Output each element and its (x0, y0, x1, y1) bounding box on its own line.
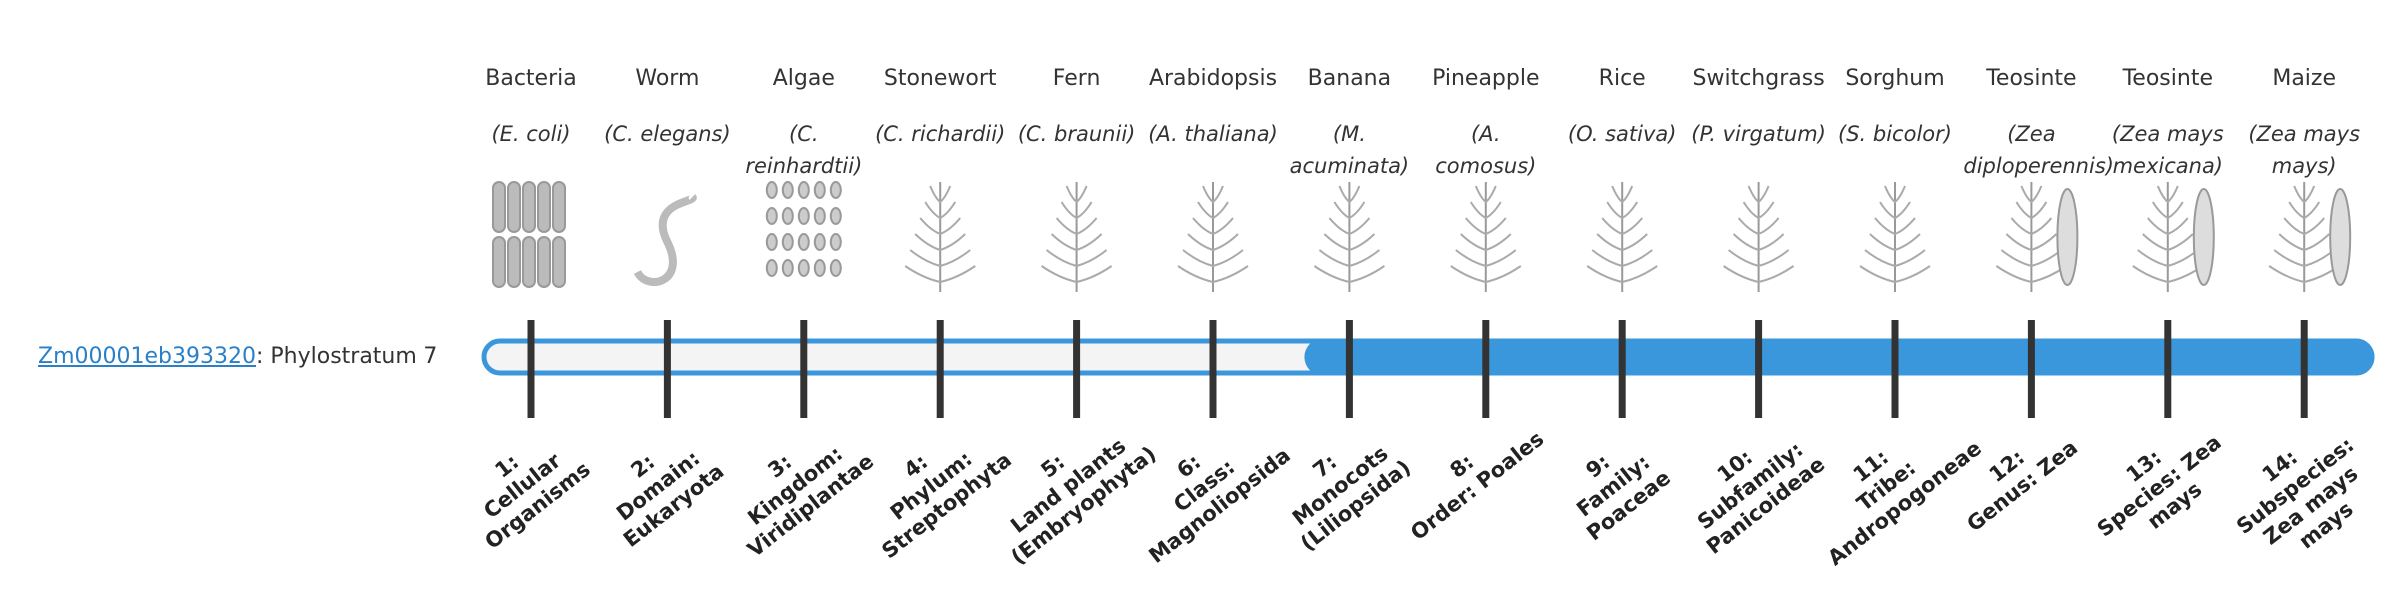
organism-icon (2268, 182, 2352, 292)
organism-latin: (E. coli) (491, 122, 571, 146)
organism-latin: (C. reinhardtii) (745, 122, 863, 178)
organism-latin: (C. elegans) (604, 122, 731, 146)
organism-name: Bacteria (485, 66, 577, 91)
organism-name: Sorghum (1845, 66, 1945, 91)
organism-icon (1995, 182, 2079, 292)
organism-latin: (Zea mays mexicana) (2111, 122, 2224, 178)
gene-link[interactable]: Zm00001eb393320 (38, 344, 256, 369)
organism-latin: (A. thaliana) (1148, 122, 1278, 146)
organism-latin: (M. acuminata) (1289, 122, 1410, 178)
gene-label: Zm00001eb393320: Phylostratum 7 (38, 340, 437, 374)
organism-latin: (S. bicolor) (1838, 122, 1952, 146)
gene-stratum: 7 (423, 344, 438, 369)
organism-icon (765, 181, 842, 277)
organism-icon (904, 182, 976, 292)
organism-name: Rice (1598, 66, 1646, 91)
organism-latin: (A. comosus) (1435, 122, 1537, 178)
organism-icon (1450, 182, 1522, 292)
bar-fill (1304, 338, 2375, 376)
organism-icon (633, 193, 697, 286)
organism-name: Teosinte (2122, 66, 2213, 91)
organism-latin: (Zea diploperennis) (1963, 122, 2114, 178)
organism-icon (1041, 182, 1113, 292)
organism-icon (1177, 182, 1249, 292)
organism-latin: (C. richardii) (875, 122, 1006, 146)
organism-icon (2132, 182, 2215, 292)
organism-name: Worm (635, 66, 700, 91)
organism-latin: (P. virgatum) (1691, 122, 1826, 146)
organism-icon (1586, 182, 1658, 292)
organism-name: Switchgrass (1692, 66, 1825, 91)
organism-name: Banana (1307, 66, 1392, 91)
organism-latin: (O. sativa) (1567, 122, 1677, 146)
organism-name: Arabidopsis (1148, 66, 1278, 91)
organism-icon (1723, 182, 1795, 292)
organism-name: Teosinte (1986, 66, 2077, 91)
organism-icon (492, 181, 566, 288)
gene-prefix: : Phylostratum (255, 344, 417, 369)
organism-name: Fern (1052, 66, 1101, 91)
organism-latin: (C. braunii) (1017, 122, 1136, 146)
organism-name: Pineapple (1432, 66, 1540, 91)
organism-icon (1859, 182, 1931, 292)
organism-name: Algae (772, 66, 835, 91)
organism-icon (1313, 182, 1385, 292)
organism-name: Stonewort (883, 66, 997, 91)
organism-name: Maize (2272, 66, 2337, 91)
organism-latin: (Zea mays mays) (2248, 122, 2361, 178)
